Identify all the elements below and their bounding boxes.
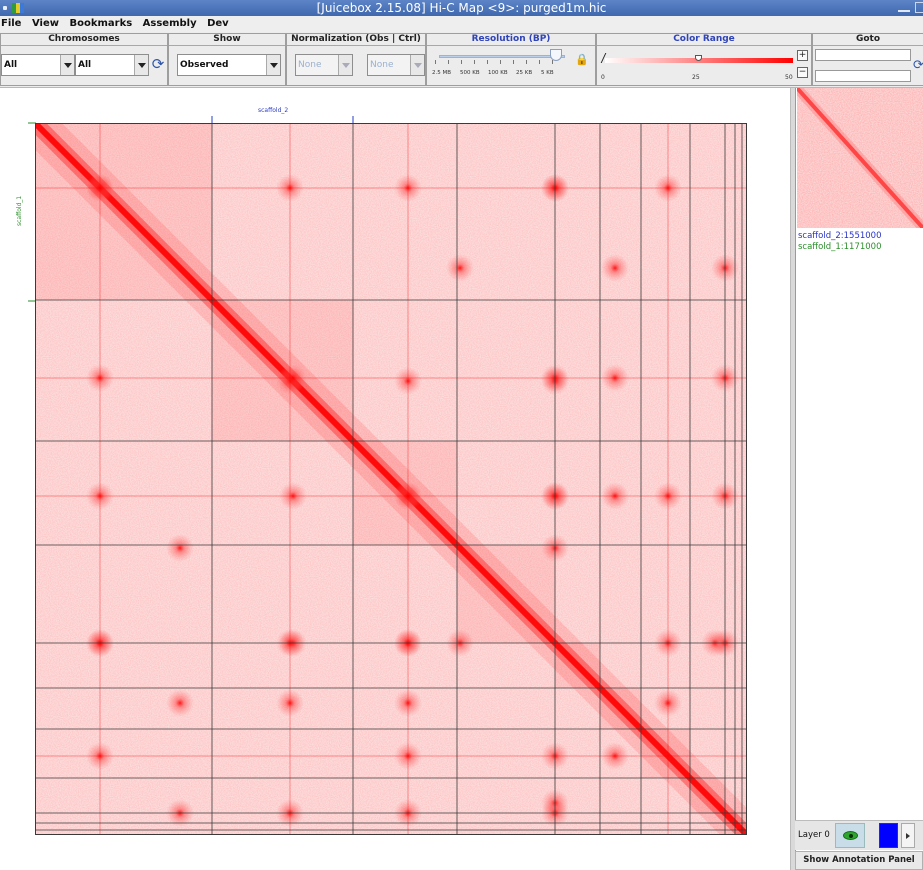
scroll-right-icon[interactable] <box>901 823 915 848</box>
show-title: Show <box>169 34 285 46</box>
thumbnail-map[interactable] <box>797 88 923 228</box>
resolution-label: 100 KB <box>488 70 508 76</box>
system-menu-icon[interactable] <box>3 6 7 10</box>
goto-y-input[interactable] <box>815 70 911 82</box>
resolution-slider-track[interactable] <box>439 55 565 58</box>
lock-icon[interactable]: 🔒 <box>575 53 589 66</box>
color-range-max-handle[interactable] <box>695 55 702 61</box>
color-range-panel: Color Range 0 25 50 + − <box>596 33 812 86</box>
hic-heatmap[interactable] <box>35 123 747 835</box>
display-mode-value: Observed <box>180 60 229 70</box>
menu-assembly[interactable]: Assembly <box>142 18 197 29</box>
toolbar: Chromosomes All All ⟳ Show Observed Norm… <box>0 32 923 88</box>
menu-view[interactable]: View <box>31 18 59 29</box>
normalization-panel: Normalization (Obs | Ctrl) None None <box>286 33 426 86</box>
maximize-icon[interactable] <box>915 2 923 13</box>
cursor-x-position: scaffold_2:1551000 <box>798 231 882 241</box>
scaffold-boundaries <box>35 123 747 835</box>
menu-dev[interactable]: Dev <box>207 18 229 29</box>
resolution-label: 25 KB <box>516 70 533 76</box>
chromosome-x-value: All <box>4 60 18 70</box>
goto-x-input[interactable] <box>815 49 911 61</box>
menu-file[interactable]: File <box>1 18 22 29</box>
chromosome-x-select[interactable]: All <box>1 54 75 76</box>
show-annotation-panel-button[interactable]: Show Annotation Panel <box>795 851 923 870</box>
color-range-minus-button[interactable]: − <box>797 67 808 78</box>
resolution-label: 2.5 MB <box>432 70 452 76</box>
chevron-down-icon <box>338 55 352 75</box>
goto-refresh-icon[interactable]: ⟳ <box>913 58 923 73</box>
goto-title: Goto <box>813 34 923 46</box>
split-pane-divider[interactable] <box>790 88 795 870</box>
resolution-title: Resolution (BP) <box>427 34 595 46</box>
display-mode-select[interactable]: Observed <box>177 54 281 76</box>
menu-bar: File View Bookmarks Assembly Dev <box>0 16 923 32</box>
chromosome-y-select[interactable]: All <box>75 54 149 76</box>
chevron-down-icon <box>134 55 148 75</box>
juicebox-app-icon <box>12 3 24 13</box>
color-range-max-label: 50 <box>785 74 793 81</box>
menu-bookmarks[interactable]: Bookmarks <box>69 18 133 29</box>
layer-name: Layer 0 <box>798 830 830 840</box>
show-panel: Show Observed <box>168 33 286 86</box>
refresh-chromosomes-icon[interactable]: ⟳ <box>151 55 165 73</box>
obs-normalization-select[interactable]: None <box>295 54 353 76</box>
color-range-title: Color Range <box>597 34 811 46</box>
ctrl-normalization-select[interactable]: None <box>367 54 425 76</box>
chromosomes-title: Chromosomes <box>1 34 167 46</box>
normalization-title: Normalization (Obs | Ctrl) <box>287 34 425 46</box>
window-title: [Juicebox 2.15.08] Hi-C Map <9>: purged1… <box>316 1 607 15</box>
minimize-icon[interactable] <box>898 2 910 12</box>
ctrl-normalization-value: None <box>370 60 394 70</box>
layer-color-swatch[interactable] <box>879 823 898 848</box>
chevron-down-icon <box>410 55 424 75</box>
cursor-y-position: scaffold_1:1171000 <box>798 242 882 252</box>
color-range-plus-button[interactable]: + <box>797 50 808 61</box>
goto-panel: Goto ⟳ <box>812 33 923 86</box>
chevron-down-icon <box>266 55 280 75</box>
obs-normalization-value: None <box>298 60 322 70</box>
interaction-signal <box>35 123 747 835</box>
chromosomes-panel: Chromosomes All All ⟳ <box>0 33 168 86</box>
resolution-label: 5 KB <box>541 70 554 76</box>
resolution-slider-handle[interactable] <box>550 49 562 61</box>
color-range-mid-label: 25 <box>692 74 700 81</box>
eye-icon <box>843 831 858 840</box>
chromosome-y-value: All <box>78 60 92 70</box>
layer-controls: Layer 0 <box>795 820 923 850</box>
resolution-panel: Resolution (BP) 2.5 MB 500 KB 100 KB 25 … <box>426 33 596 86</box>
chevron-down-icon <box>60 55 74 75</box>
layer-visibility-toggle[interactable] <box>835 823 865 848</box>
color-range-min-label: 0 <box>601 74 605 81</box>
resolution-label: 500 KB <box>460 70 480 76</box>
title-bar: [Juicebox 2.15.08] Hi-C Map <9>: purged1… <box>0 0 923 16</box>
x-chromosome-label: scaffold_2 <box>258 107 289 114</box>
resolution-ticks <box>435 60 575 64</box>
